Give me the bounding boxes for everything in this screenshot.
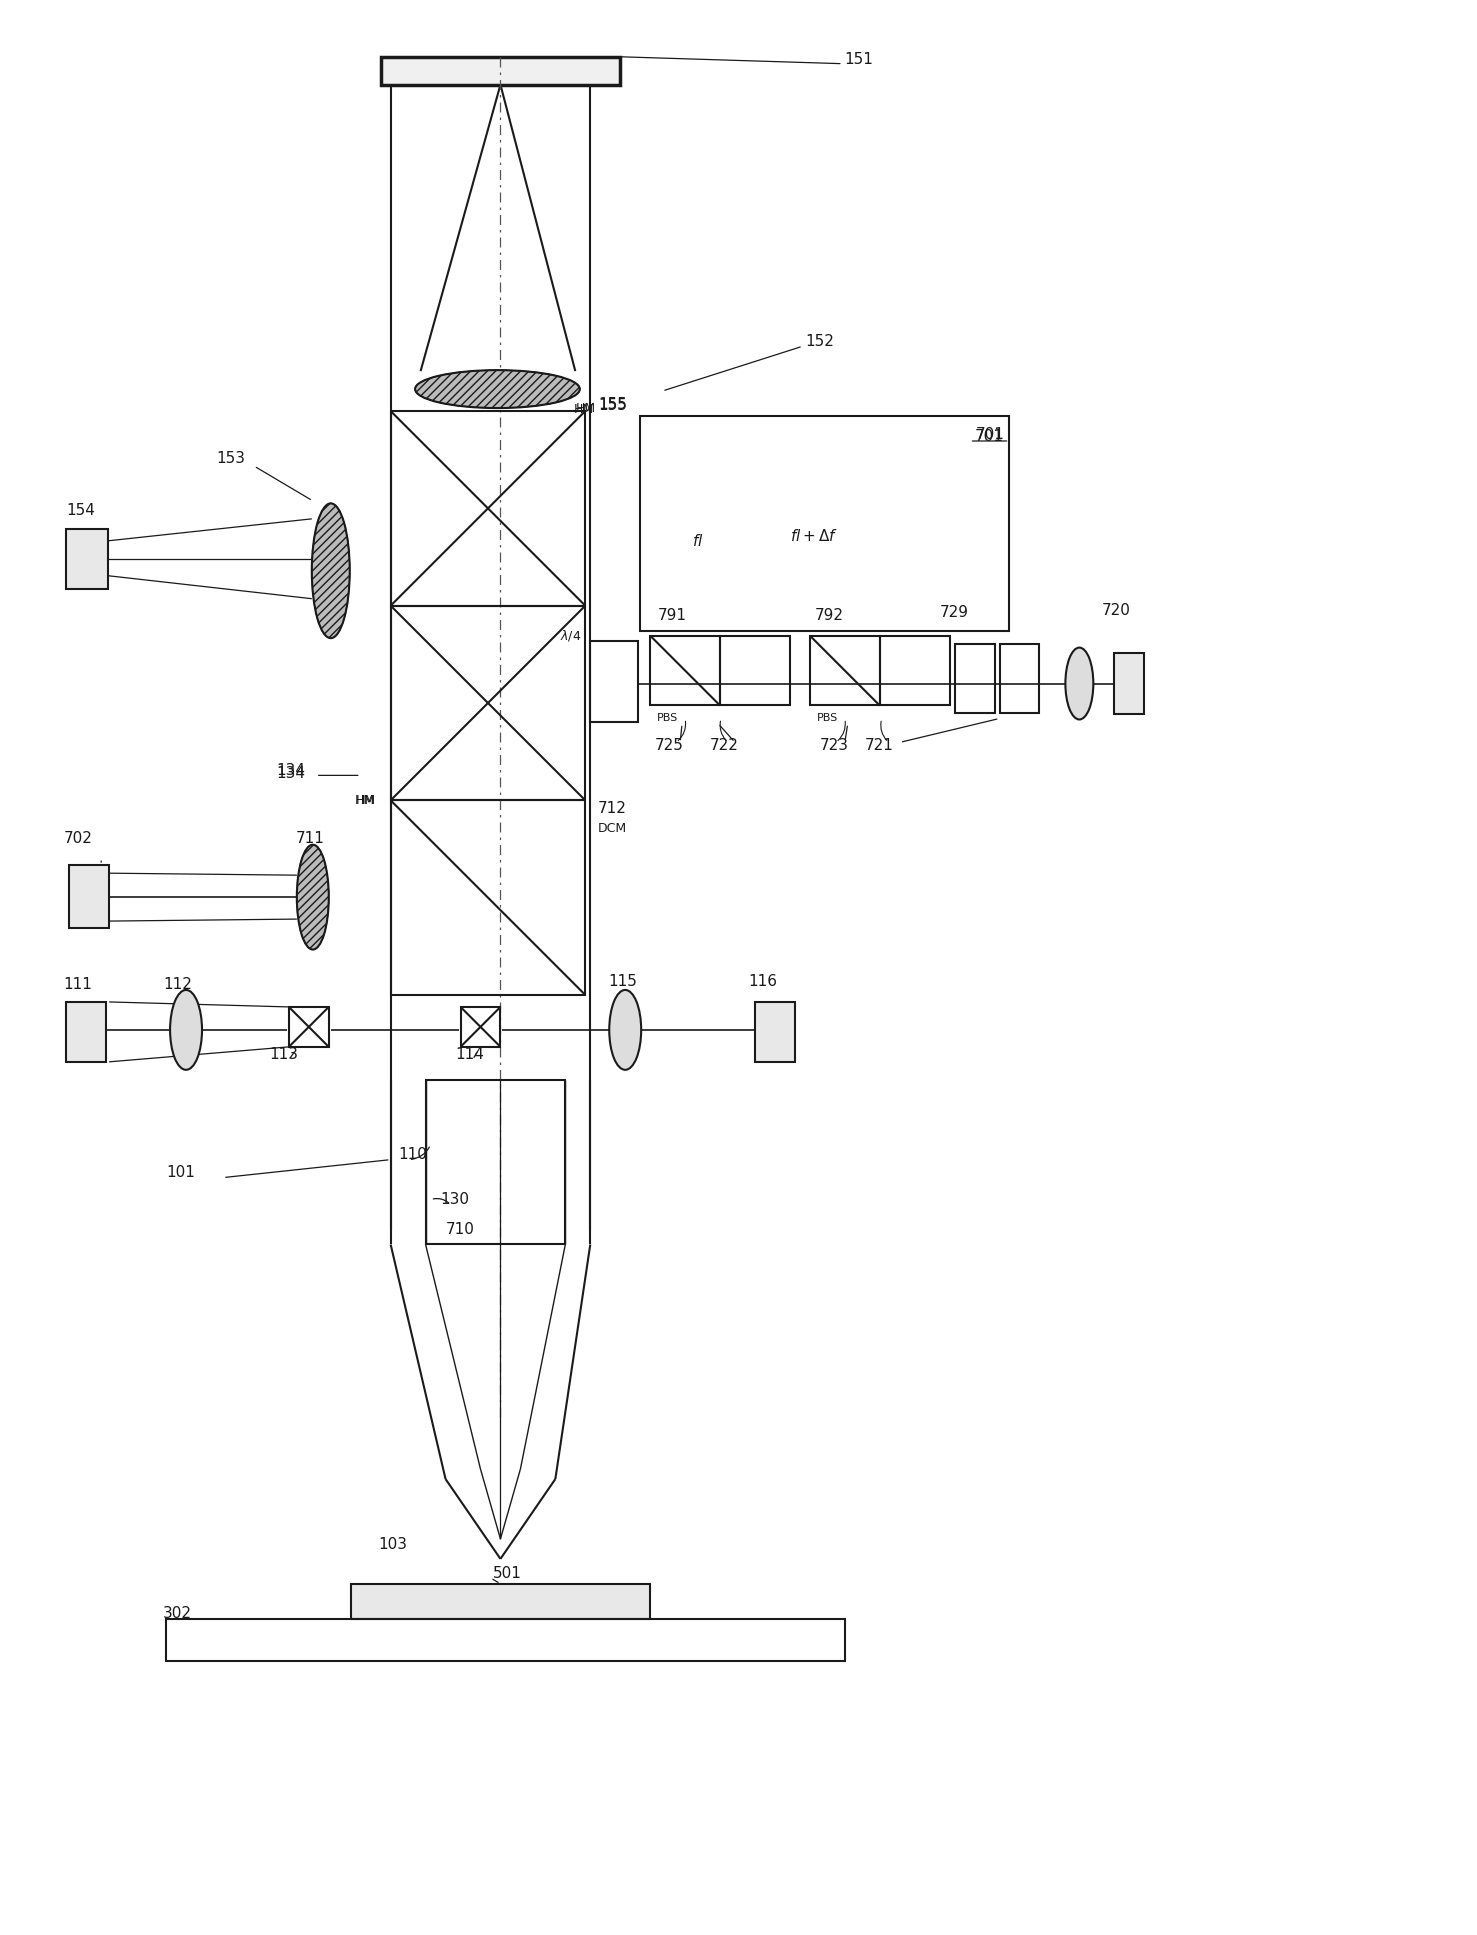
Text: 152: 152 bbox=[805, 333, 833, 348]
Text: 792: 792 bbox=[815, 608, 843, 623]
Bar bbox=[390, 410, 585, 606]
Bar bbox=[425, 1080, 566, 1244]
Text: 712: 712 bbox=[597, 801, 626, 817]
Text: $\lambda$/4: $\lambda$/4 bbox=[560, 629, 582, 642]
Text: 720: 720 bbox=[1102, 604, 1130, 617]
Ellipse shape bbox=[415, 370, 580, 408]
Text: 722: 722 bbox=[710, 737, 738, 753]
Text: 101: 101 bbox=[165, 1165, 195, 1180]
Ellipse shape bbox=[312, 503, 350, 639]
Ellipse shape bbox=[170, 991, 202, 1070]
Bar bbox=[1114, 652, 1145, 714]
Bar bbox=[809, 635, 880, 706]
Bar bbox=[66, 1002, 106, 1062]
Text: 155: 155 bbox=[598, 397, 628, 412]
Text: HM: HM bbox=[354, 793, 375, 807]
Text: 723: 723 bbox=[820, 737, 849, 753]
Text: $fl$: $fl$ bbox=[693, 532, 703, 550]
Text: 113: 113 bbox=[269, 1047, 298, 1062]
Text: 710: 710 bbox=[446, 1223, 474, 1236]
Bar bbox=[650, 635, 719, 706]
Text: DCM: DCM bbox=[597, 822, 626, 834]
Ellipse shape bbox=[609, 991, 641, 1070]
Bar bbox=[69, 865, 109, 929]
Text: 302: 302 bbox=[162, 1606, 192, 1622]
Bar bbox=[381, 56, 620, 85]
Text: 110: 110 bbox=[399, 1147, 427, 1163]
Text: 725: 725 bbox=[656, 737, 684, 753]
Text: 729: 729 bbox=[939, 606, 969, 621]
Bar bbox=[954, 644, 994, 714]
Bar bbox=[1000, 644, 1040, 714]
Bar bbox=[289, 1006, 329, 1047]
Text: PBS: PBS bbox=[657, 714, 678, 724]
Bar bbox=[640, 416, 1009, 631]
Bar bbox=[719, 635, 790, 706]
Text: 711: 711 bbox=[295, 830, 325, 846]
Text: 115: 115 bbox=[609, 975, 637, 989]
Bar bbox=[461, 1006, 501, 1047]
Text: 134: 134 bbox=[276, 762, 304, 778]
Bar bbox=[390, 801, 585, 995]
Ellipse shape bbox=[297, 846, 329, 950]
Ellipse shape bbox=[1065, 648, 1093, 720]
Text: 721: 721 bbox=[864, 737, 894, 753]
Text: HM: HM bbox=[573, 402, 594, 416]
Text: 151: 151 bbox=[845, 52, 874, 68]
Text: 153: 153 bbox=[216, 451, 245, 466]
Text: 103: 103 bbox=[378, 1538, 408, 1552]
Text: 114: 114 bbox=[455, 1047, 484, 1062]
Bar bbox=[591, 640, 638, 722]
Text: 154: 154 bbox=[66, 503, 95, 519]
Text: 791: 791 bbox=[659, 608, 687, 623]
Text: 111: 111 bbox=[64, 977, 92, 993]
Text: HM: HM bbox=[356, 793, 375, 807]
Text: PBS: PBS bbox=[817, 714, 837, 724]
Text: 134: 134 bbox=[276, 766, 304, 782]
Bar bbox=[66, 528, 108, 588]
Text: 702: 702 bbox=[64, 830, 92, 846]
Text: 116: 116 bbox=[747, 975, 777, 989]
Text: 130: 130 bbox=[440, 1192, 470, 1207]
Text: $fl+\Delta f$: $fl+\Delta f$ bbox=[790, 528, 837, 544]
Bar bbox=[350, 1585, 650, 1620]
Bar bbox=[755, 1002, 795, 1062]
Text: HM: HM bbox=[576, 402, 595, 414]
Text: 701: 701 bbox=[975, 428, 1003, 443]
Bar bbox=[880, 635, 950, 706]
Text: 112: 112 bbox=[162, 977, 192, 993]
Bar bbox=[390, 606, 585, 801]
Text: 501: 501 bbox=[492, 1565, 521, 1581]
Text: 155: 155 bbox=[598, 397, 628, 412]
Bar bbox=[165, 1620, 845, 1660]
Text: 701: 701 bbox=[975, 426, 1004, 441]
